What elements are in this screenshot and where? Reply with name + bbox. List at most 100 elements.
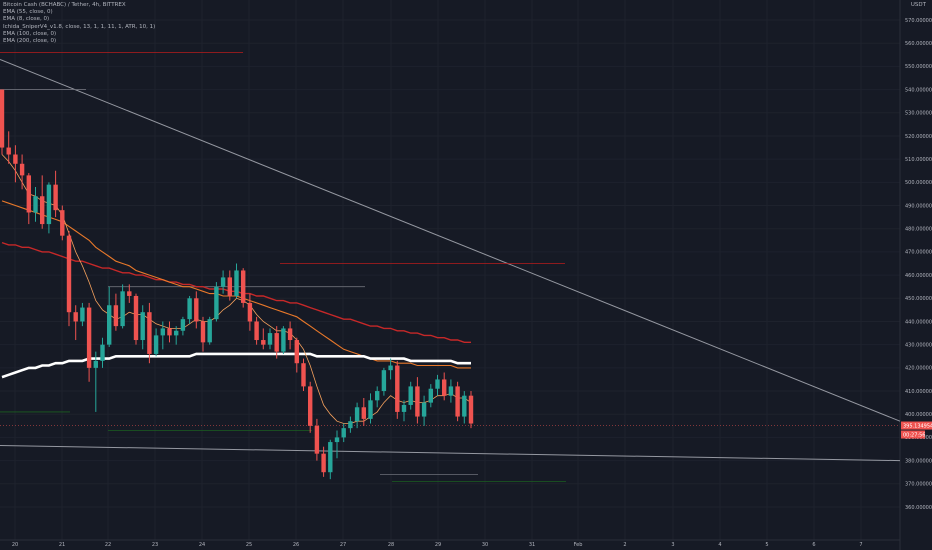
y-tick-label-8: 490.00000000 (905, 203, 932, 209)
candle-body-44 (294, 340, 299, 364)
candle-body-38 (254, 321, 259, 341)
candle-body-36 (241, 270, 246, 303)
quote-currency: USDT (910, 2, 926, 8)
candle-body-60 (401, 404, 407, 412)
candle-body-13 (86, 307, 92, 368)
candle-body-49 (328, 442, 333, 473)
candle-body-33 (220, 277, 226, 287)
x-tick-label-12: Feb (574, 542, 583, 548)
y-tick-label-21: 360.00000000 (905, 505, 932, 511)
y-tick-label-0: 570.00000000 (905, 18, 932, 24)
candle-body-11 (73, 312, 78, 322)
candle-body-28 (187, 298, 192, 320)
candle-body-1 (6, 147, 11, 155)
x-tick-label-10: 30 (482, 542, 488, 548)
indicator-ema55[interactable]: EMA (55, close, 0) (3, 9, 53, 16)
y-tick-label-16: 410.00000000 (905, 389, 932, 395)
candle-body-59 (395, 365, 400, 412)
candle-body-23 (153, 335, 159, 354)
y-tick-label-4: 530.00000000 (905, 111, 932, 117)
x-tick-label-11: 31 (529, 542, 535, 548)
ema8-line (1, 154, 472, 424)
candle-body-66 (442, 379, 447, 396)
candle-body-39 (261, 340, 266, 345)
candle-body-27 (180, 319, 186, 331)
x-tick-label-13: 2 (623, 542, 626, 548)
descending-trendline (0, 58, 901, 422)
candle-body-51 (341, 428, 346, 438)
candle-body-0 (0, 89, 5, 148)
countdown-badge-label: 00:27:56 (903, 433, 925, 439)
candle-body-24 (160, 328, 165, 336)
candle-body-14 (93, 360, 98, 368)
price-badge (901, 421, 932, 430)
y-tick-label-6: 510.00000000 (905, 157, 932, 163)
candle-body-45 (301, 363, 306, 387)
x-tick-label-4: 24 (199, 542, 205, 548)
candle-body-5 (33, 196, 38, 213)
candle-body-54 (361, 407, 366, 419)
candle-body-42 (281, 328, 286, 352)
candle-body-46 (308, 386, 313, 426)
candle-body-25 (167, 328, 172, 336)
indicator-ema200[interactable]: EMA (200, close, 0) (3, 38, 57, 45)
y-tick-label-2: 550.00000000 (905, 64, 932, 70)
candle-body-4 (26, 175, 31, 213)
indicator-ema8[interactable]: EMA (8, close, 0) (3, 16, 50, 23)
x-tick-label-1: 21 (59, 542, 65, 548)
candle-body-22 (147, 312, 152, 354)
candle-body-15 (100, 344, 105, 361)
candle-body-67 (448, 386, 454, 396)
candle-body-48 (321, 453, 326, 473)
x-tick-label-14: 3 (671, 542, 674, 548)
candle-body-55 (368, 400, 373, 419)
indicator-sniper[interactable]: Ichida_SniperV4_v1.8, close, 13, 1, 1, 1… (3, 23, 156, 30)
candle-body-16 (107, 305, 112, 345)
candle-body-2 (13, 154, 18, 164)
x-tick-label-15: 4 (718, 542, 721, 548)
countdown-badge (901, 430, 925, 439)
candle-body-10 (66, 235, 72, 313)
y-tick-label-7: 500.00000000 (905, 180, 932, 186)
candle-body-6 (40, 196, 45, 225)
candle-body-61 (408, 386, 413, 405)
candle-body-9 (60, 210, 65, 236)
candle-body-19 (127, 291, 132, 296)
candle-body-63 (421, 402, 427, 417)
y-tick-label-5: 520.00000000 (905, 134, 932, 140)
y-tick-label-3: 540.00000000 (905, 87, 932, 93)
candle-body-35 (234, 270, 239, 296)
indicator-ema100[interactable]: EMA (100, close, 0) (3, 30, 57, 37)
y-tick-label-12: 450.00000000 (905, 296, 932, 302)
x-tick-label-9: 29 (435, 542, 441, 548)
candle-body-68 (455, 386, 460, 417)
x-tick-label-2: 22 (105, 542, 111, 548)
x-tick-label-3: 23 (152, 542, 158, 548)
x-tick-label-6: 26 (293, 542, 299, 548)
y-tick-label-19: 380.00000000 (905, 458, 932, 464)
y-tick-label-20: 370.00000000 (905, 482, 932, 488)
candle-body-3 (19, 163, 25, 176)
candle-body-52 (348, 421, 353, 429)
x-tick-label-17: 6 (812, 542, 815, 548)
candle-body-58 (388, 365, 393, 371)
candle-body-65 (435, 379, 440, 389)
y-tick-label-9: 480.00000000 (905, 227, 932, 233)
x-tick-label-0: 20 (12, 542, 18, 548)
x-tick-label-16: 5 (765, 542, 768, 548)
candle-body-70 (468, 395, 474, 424)
candle-body-18 (120, 291, 125, 327)
candle-body-26 (174, 330, 179, 336)
x-tick-label-7: 27 (340, 542, 346, 548)
y-tick-label-14: 430.00000000 (905, 342, 932, 348)
candle-body-32 (214, 286, 219, 320)
y-tick-label-13: 440.00000000 (905, 319, 932, 325)
candle-body-41 (274, 333, 279, 352)
price-badge-label: 395.13495444 (903, 424, 932, 430)
y-tick-label-15: 420.00000000 (905, 366, 932, 372)
candle-body-69 (462, 395, 467, 417)
x-tick-label-18: 7 (859, 542, 862, 548)
symbol-title: Bitcoin Cash (BCHABC) / Tether, 4h, BITT… (3, 2, 126, 8)
y-tick-label-1: 560.00000000 (905, 41, 932, 47)
